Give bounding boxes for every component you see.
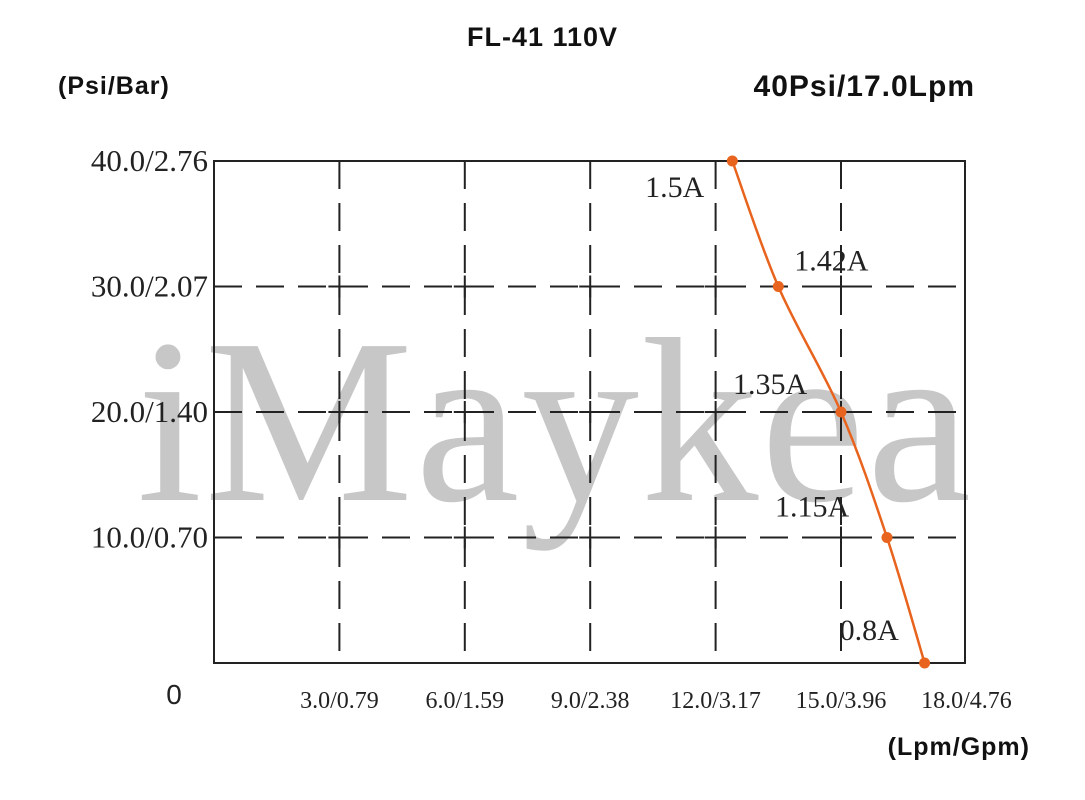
data-label: 1.15A xyxy=(775,491,850,524)
x-axis-label: (Lpm/Gpm) xyxy=(887,733,1030,761)
data-label: 1.5A xyxy=(645,171,705,204)
y-tick-label: 40.0/2.76 xyxy=(91,143,208,178)
x-tick-label: 6.0/1.59 xyxy=(425,688,504,714)
data-point xyxy=(726,155,738,167)
x-tick-label: 3.0/0.79 xyxy=(300,688,379,714)
data-label: 0.8A xyxy=(840,614,900,647)
y-tick-label: 20.0/1.40 xyxy=(91,394,208,429)
x-tick-label: 15.0/3.96 xyxy=(796,688,887,714)
data-point xyxy=(919,657,931,669)
chart-title: FL-41 110V xyxy=(466,22,619,52)
data-point xyxy=(835,406,847,418)
x-tick-label: 18.0/4.76 xyxy=(921,688,1012,714)
origin-label: 0 xyxy=(166,679,182,710)
y-axis-label: (Psi/Bar) xyxy=(58,72,170,100)
watermark-text: iMaykea xyxy=(137,291,973,551)
data-point xyxy=(772,281,784,292)
chart-subtitle: 40Psi/17.0Lpm xyxy=(753,70,975,103)
x-tick-label: 9.0/2.38 xyxy=(551,688,630,714)
data-point xyxy=(881,532,893,543)
data-label: 1.35A xyxy=(733,368,808,401)
y-tick-label: 10.0/0.70 xyxy=(91,520,208,555)
y-tick-label: 30.0/2.07 xyxy=(91,269,208,304)
x-tick-label: 12.0/3.17 xyxy=(670,688,761,714)
data-label: 1.42A xyxy=(794,245,869,278)
